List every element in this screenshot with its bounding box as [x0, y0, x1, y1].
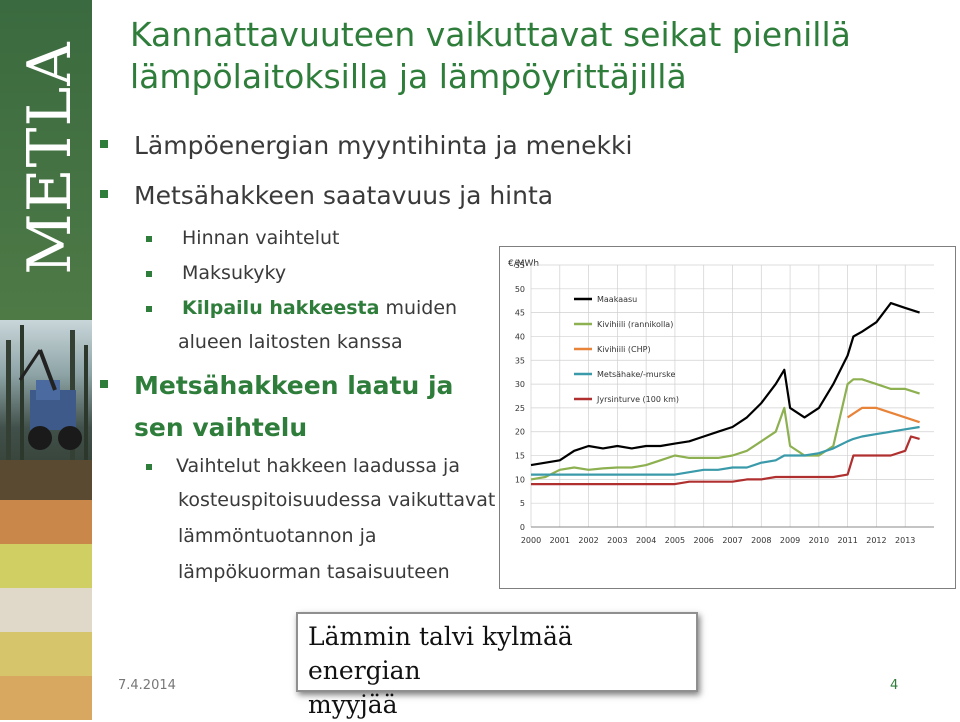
quote-text: Lämmin talvi kylmää energian myyjää [308, 620, 693, 722]
y-tick-label: 45 [515, 309, 525, 318]
bullet-marker [100, 190, 108, 198]
series-line [530, 378, 920, 481]
x-tick-label: 2001 [550, 536, 570, 545]
sub-bullet-marker [146, 236, 152, 242]
sub-bullet-marker [146, 306, 152, 312]
bullet-2-2: Maksukyky [182, 262, 287, 284]
sidebar: METLA [0, 0, 92, 720]
slide-title-line2: lämpölaitoksilla ja lämpöyrittäjillä [130, 57, 687, 96]
series-line [531, 435, 920, 486]
y-tick-label: 20 [515, 428, 525, 437]
x-tick-label: 2011 [837, 536, 857, 545]
y-tick-label: 25 [515, 404, 525, 413]
legend-label: Kivihiili (CHP) [597, 345, 651, 354]
legend-label: Kivihiili (rannikolla) [597, 320, 673, 329]
x-tick-label: 2010 [809, 536, 829, 545]
series-line [531, 425, 920, 476]
x-tick-label: 2007 [722, 536, 742, 545]
x-tick-label: 2000 [521, 536, 541, 545]
price-chart-svg: €/MWh 0 5 10 15 20 25 30 35 40 45 50 55 2000 2001 2002 2… [508, 259, 934, 545]
y-tick-label: 35 [515, 356, 525, 365]
legend-label: Metsähake/-murske [597, 370, 676, 379]
price-chart: €/MWh 0 5 10 15 20 25 30 35 40 45 50 55 2000 2001 2002 2… [499, 246, 956, 589]
bullet-3-line1: Metsähakkeen laatu ja [134, 371, 454, 400]
x-tick-label: 2005 [665, 536, 685, 545]
wood-chip-stripes [0, 500, 92, 720]
bullet-3-1-line2: kosteuspitoisuudessa vaikuttavat [178, 489, 496, 511]
y-tick-label: 40 [515, 332, 525, 341]
sub-bullet-marker [146, 271, 152, 277]
bullet-2-3-rest: muiden [379, 297, 458, 319]
y-tick-label: 5 [520, 499, 525, 508]
y-axis-label: €/MWh [508, 259, 539, 269]
bullet-2-3: Kilpailu hakkeesta muiden [182, 296, 457, 320]
y-tick-label: 0 [520, 523, 525, 532]
y-tick-label: 10 [515, 475, 525, 484]
x-tick-label: 2012 [866, 536, 886, 545]
page-number: 4 [890, 678, 899, 693]
x-tick-label: 2013 [895, 536, 915, 545]
series-line [530, 301, 920, 467]
bullet-3-line2: sen vaihtelu [134, 413, 308, 442]
x-tick-label: 2003 [607, 536, 627, 545]
y-tick-label: 55 [515, 261, 525, 270]
bullet-marker [100, 140, 108, 148]
y-tick-label: 50 [515, 285, 525, 294]
bullet-3-1-line3: lämmöntuotannon ja [178, 525, 377, 547]
slide-title-line1: Kannattavuuteen vaikuttavat seikat pieni… [130, 15, 851, 54]
slide-title: Kannattavuuteen vaikuttavat seikat pieni… [130, 14, 940, 98]
y-tick-label: 15 [515, 452, 525, 461]
quote-line1: Lämmin talvi kylmää energian [308, 622, 573, 685]
metla-logo: METLA [15, 41, 85, 275]
sub-bullet-marker [146, 464, 152, 470]
forest-machine-photo [0, 320, 92, 500]
x-tick-label: 2006 [694, 536, 714, 545]
bullet-2-3-emphasis: Kilpailu hakkeesta [182, 297, 380, 319]
x-tick-label: 2008 [751, 536, 771, 545]
bullet-marker [100, 380, 108, 388]
bullet-2-3-continuation: alueen laitosten kanssa [178, 331, 403, 353]
y-tick-label: 30 [515, 380, 525, 389]
x-tick-label: 2002 [578, 536, 598, 545]
bullet-3-1-line4: lämpökuorman tasaisuuteen [178, 561, 450, 583]
bullet-2-1: Hinnan vaihtelut [182, 227, 340, 249]
quote-line2: myyjää [308, 690, 398, 719]
x-tick-label: 2004 [636, 536, 656, 545]
bullet-1: Lämpöenergian myyntihinta ja menekki [134, 131, 633, 160]
legend-label: Maakaasu [597, 295, 637, 304]
metla-logo-area: METLA [0, 0, 92, 320]
x-tick-label: 2009 [780, 536, 800, 545]
legend-label: Jyrsinturve (100 km) [596, 395, 679, 404]
quote-box: Lämmin talvi kylmää energian myyjää [296, 612, 698, 719]
slide-date: 7.4.2014 [118, 678, 176, 693]
bullet-3-1-line1: Vaihtelut hakkeen laadussa ja [176, 455, 460, 477]
bullet-2: Metsähakkeen saatavuus ja hinta [134, 181, 554, 210]
series-line [846, 406, 920, 424]
